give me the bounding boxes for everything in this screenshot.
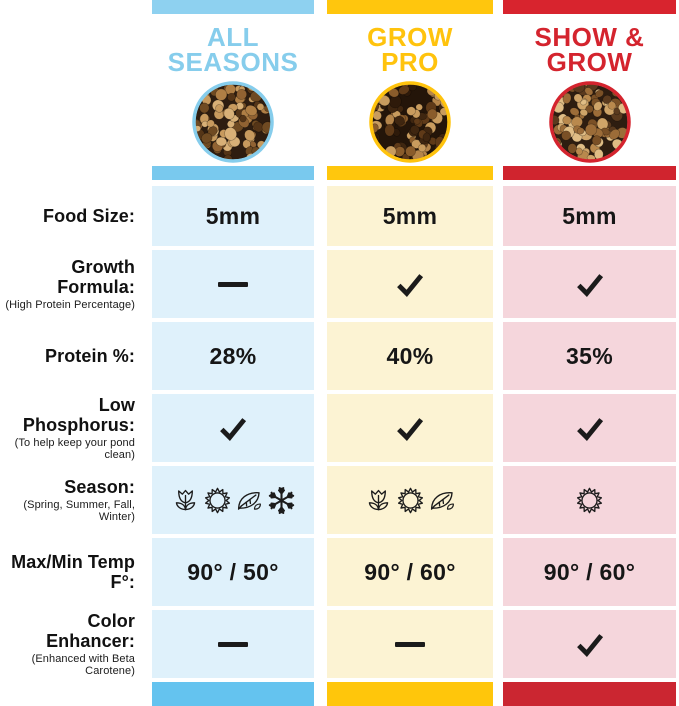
cell-value-text: 35%: [566, 342, 613, 369]
row-label-text: Food Size:: [43, 205, 135, 226]
column-header-grow-pro: GROW PRO: [327, 0, 493, 166]
row-label-food-size: Food Size:: [0, 186, 148, 246]
dash-icon: [218, 281, 248, 287]
column-body-top-bar: [327, 166, 493, 180]
cell-color-enhancer-grow-pro: [327, 610, 493, 678]
column-top-bar: [152, 0, 314, 14]
fish-food-pellets-photo: [192, 81, 274, 163]
check-icon: [576, 273, 603, 297]
photo-wrap: [548, 81, 631, 163]
sun-icon: [576, 487, 603, 513]
row-label-color-enhancer: Color Enhancer: (Enhanced with Beta Carot…: [0, 610, 148, 678]
cell-value-text: 5mm: [205, 202, 261, 229]
column-bottom-bar: [152, 682, 314, 706]
cell-color-enhancer-show-and-grow: [503, 610, 676, 678]
row-label-text: Max/Min Temp F°:: [11, 551, 135, 592]
cell-low-phosphorus-grow-pro: [327, 394, 493, 462]
sun-icon: [204, 487, 230, 513]
column-title: SHOW & GROW: [534, 22, 645, 77]
season-icons: [575, 486, 604, 515]
cell-value-text: 90° / 60°: [543, 558, 636, 585]
cell-growth-formula-show-and-grow: [503, 250, 676, 318]
cell-max-min-temp-all-seasons: 90° / 50°: [152, 538, 314, 606]
row-label-low-phosphorus: Low Phosphorus: (To help keep your pond c…: [0, 394, 148, 462]
cell-low-phosphorus-all-seasons: [152, 394, 314, 462]
column-bottom-bar: [327, 682, 493, 706]
row-sublabel-text: (High Protein Percentage): [5, 299, 135, 312]
season-icons: [364, 486, 457, 515]
row-label-max-min-temp: Max/Min Temp F°:: [0, 538, 148, 606]
snowflake-icon: [268, 486, 294, 514]
column-title-line2: PRO: [381, 47, 439, 77]
photo-wrap: [369, 81, 451, 163]
row-sublabel-text: (To help keep your pond clean): [14, 437, 135, 462]
cell-max-min-temp-grow-pro: 90° / 60°: [327, 538, 493, 606]
cell-value-text: 28%: [209, 342, 257, 369]
cell-growth-formula-all-seasons: [152, 250, 314, 318]
leaf-icon: [430, 491, 454, 510]
fish-food-pellets-photo: [369, 81, 451, 163]
column-top-bar: [503, 0, 676, 14]
column-title-line2: SEASONS: [167, 47, 299, 77]
cell-protein-grow-pro: 40%: [327, 322, 493, 390]
cell-value-text: 90° / 60°: [364, 558, 456, 585]
column-title-line1: GROW: [367, 22, 453, 52]
row-label-text: Color Enhancer:: [46, 610, 135, 651]
row-label-growth-formula: Growth Formula: (High Protein Percentage): [0, 250, 148, 318]
check-icon: [576, 417, 603, 441]
cell-food-size-all-seasons: 5mm: [152, 186, 314, 246]
photo-wrap: [192, 81, 274, 163]
cell-season-all-seasons: [152, 466, 314, 534]
column-title-line1: SHOW &: [534, 22, 645, 52]
column-body-top-bar: [152, 166, 314, 180]
row-sublabel-text: (Enhanced with Beta Carotene): [31, 653, 135, 678]
row-label-text: Protein %:: [44, 345, 135, 366]
column-header-all-seasons: ALL SEASONS: [152, 0, 314, 166]
tulip-icon: [368, 489, 388, 510]
check-icon: [397, 273, 424, 297]
tulip-icon: [175, 489, 195, 510]
check-icon: [220, 417, 247, 441]
cell-value-text: 5mm: [562, 202, 617, 229]
check-icon: [576, 633, 603, 657]
column-header-show-and-grow: SHOW & GROW: [503, 0, 676, 166]
table-header: ALL SEASONS GROW PRO SHOW & GROW: [0, 0, 679, 166]
dash-icon: [218, 641, 248, 647]
cell-max-min-temp-show-and-grow: 90° / 60°: [503, 538, 676, 606]
table-body: Food Size: 5mm 5mm 5mm Growth Formula: (High …: [0, 166, 679, 706]
dash-icon: [395, 641, 425, 647]
row-label-text: Low Phosphorus:: [22, 394, 135, 435]
column-body-top-bar: [503, 166, 676, 180]
fish-food-pellets-photo: [548, 81, 631, 163]
cell-protein-all-seasons: 28%: [152, 322, 314, 390]
row-label-protein: Protein %:: [0, 322, 148, 390]
column-title: GROW PRO: [367, 22, 453, 77]
cell-food-size-show-and-grow: 5mm: [503, 186, 676, 246]
cell-value-text: 5mm: [382, 202, 438, 229]
season-icons: [171, 486, 296, 515]
cell-food-size-grow-pro: 5mm: [327, 186, 493, 246]
column-title-line2: GROW: [546, 47, 633, 77]
row-label-text: Growth Formula:: [57, 256, 135, 297]
cell-value-text: 40%: [386, 342, 434, 369]
cell-protein-show-and-grow: 35%: [503, 322, 676, 390]
row-label-text: Season:: [64, 476, 135, 497]
cell-color-enhancer-all-seasons: [152, 610, 314, 678]
cell-growth-formula-grow-pro: [327, 250, 493, 318]
leaf-icon: [237, 491, 261, 510]
column-top-bar: [327, 0, 493, 14]
column-bottom-bar: [503, 682, 676, 706]
row-sublabel-text: (Spring, Summer, Fall, Winter): [23, 499, 135, 524]
check-icon: [397, 417, 424, 441]
column-title: ALL SEASONS: [167, 22, 299, 77]
column-title-line1: ALL: [206, 22, 260, 52]
cell-season-grow-pro: [327, 466, 493, 534]
cell-value-text: 90° / 50°: [187, 558, 279, 585]
cell-season-show-and-grow: [503, 466, 676, 534]
row-label-season: Season: (Spring, Summer, Fall, Winter): [0, 466, 148, 534]
cell-low-phosphorus-show-and-grow: [503, 394, 676, 462]
sun-icon: [397, 487, 423, 513]
